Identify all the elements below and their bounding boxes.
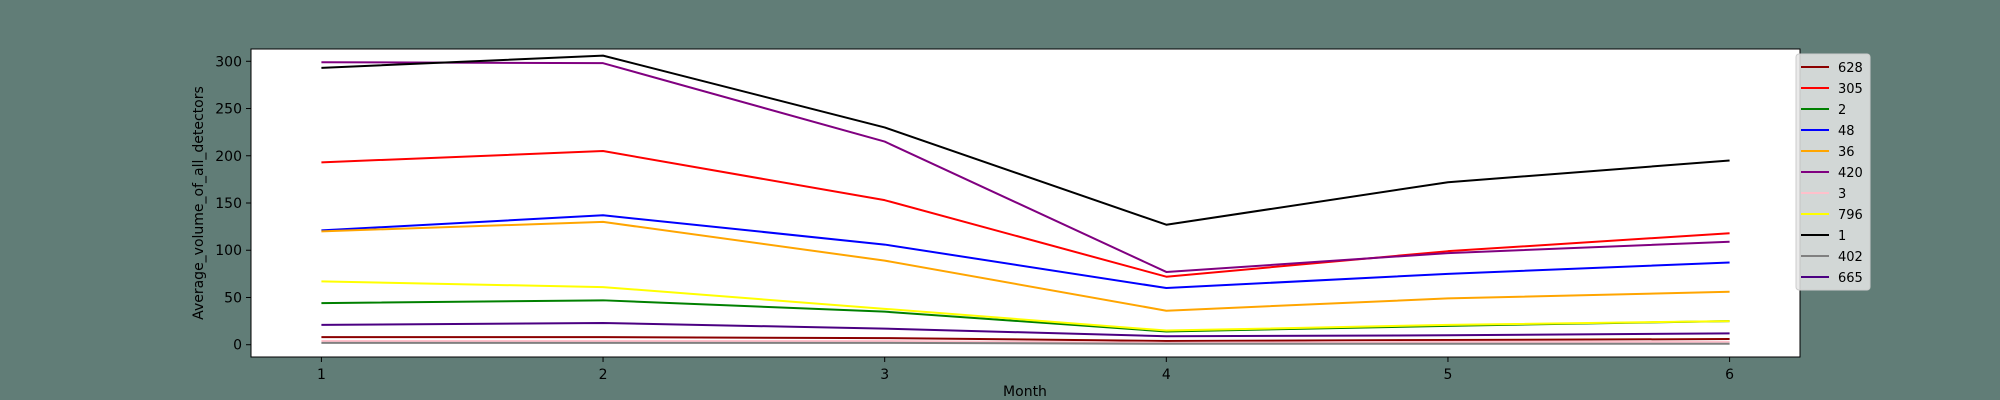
x-tick-label: 2 [599, 367, 608, 383]
y-tick-label: 0 [233, 338, 242, 354]
series-line-420 [321, 61, 1730, 273]
legend-label-628: 628 [1838, 61, 1863, 76]
legend-label-1: 1 [1838, 229, 1846, 244]
series-line-305 [321, 150, 1730, 278]
y-axis-label: Average_volume_of_all_detectors [191, 86, 207, 320]
legend-label-665: 665 [1838, 271, 1863, 286]
series-line-3 [321, 339, 1730, 344]
x-tick-label: 3 [880, 367, 889, 383]
x-axis: 1 2 3 4 5 6 [317, 357, 1734, 383]
legend-label-420: 420 [1838, 166, 1863, 181]
legend-label-305: 305 [1838, 82, 1863, 97]
legend-label-36: 36 [1838, 145, 1855, 160]
legend-label-2: 2 [1838, 103, 1846, 118]
series-lines [321, 54, 1730, 345]
legend-label-48: 48 [1838, 124, 1855, 139]
series-line-665 [321, 321, 1730, 338]
x-tick-label: 4 [1162, 367, 1171, 383]
series-line-628 [321, 336, 1730, 342]
plot-area [250, 48, 1801, 358]
series-line-1 [321, 54, 1730, 226]
legend: 628 305 2 48 36 420 3 796 1 402 665 [1795, 53, 1871, 291]
x-tick-label: 1 [317, 367, 326, 383]
series-line-36 [321, 220, 1730, 312]
y-axis: 0 50 100 150 200 250 300 [215, 54, 251, 354]
series-line-48 [321, 214, 1730, 290]
y-tick-label: 300 [215, 54, 242, 70]
legend-label-3: 3 [1838, 187, 1846, 202]
y-tick-label: 100 [215, 243, 242, 259]
y-tick-label: 50 [224, 290, 242, 306]
x-tick-label: 5 [1443, 367, 1452, 383]
x-axis-label: Month [1003, 384, 1047, 400]
x-tick-label: 6 [1725, 367, 1734, 383]
y-tick-label: 200 [215, 149, 242, 165]
series-line-402 [321, 341, 1730, 345]
legend-box [1795, 53, 1871, 291]
y-tick-label: 250 [215, 102, 242, 118]
y-tick-label: 150 [215, 196, 242, 212]
series-line-796 [321, 280, 1730, 332]
legend-label-796: 796 [1838, 208, 1863, 223]
legend-label-402: 402 [1838, 250, 1863, 265]
